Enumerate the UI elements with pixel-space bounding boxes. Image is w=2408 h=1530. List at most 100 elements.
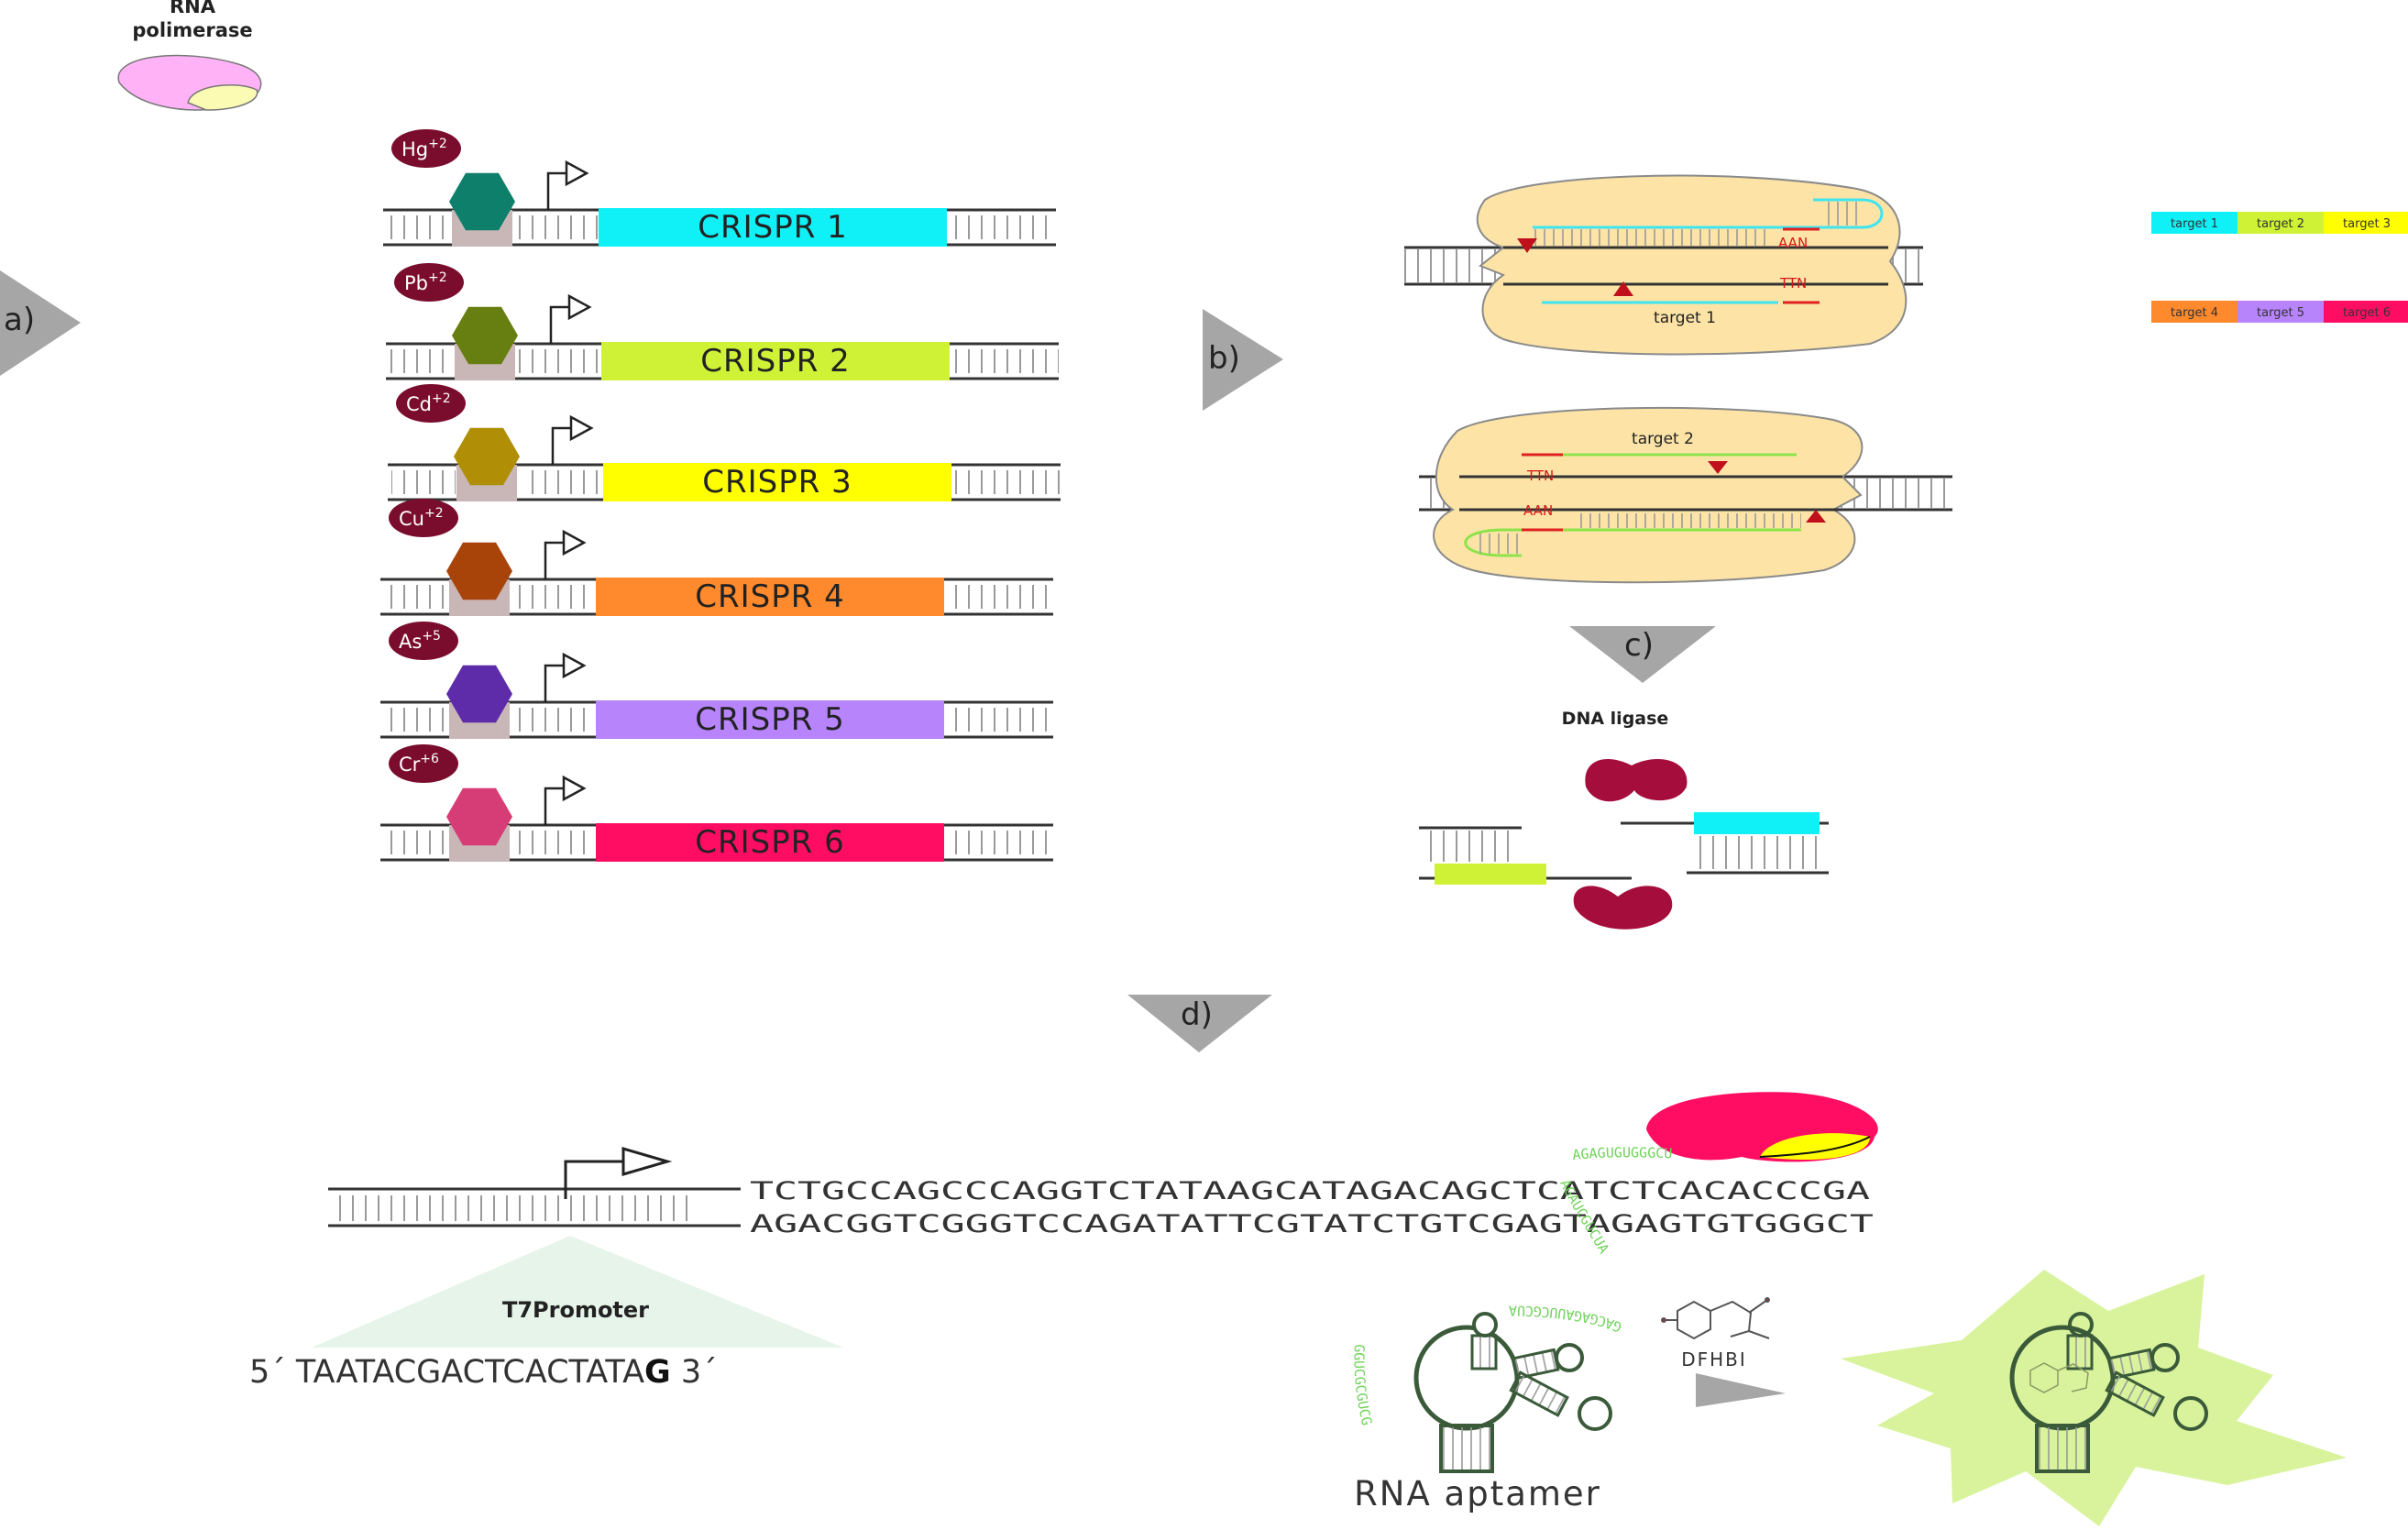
legend-target-1: target 1 (2151, 212, 2238, 234)
legend-swatch (2238, 301, 2324, 323)
legend-label: target 4 (2171, 306, 2218, 320)
dfhbi-label: DFHBI (1681, 1348, 1747, 1370)
dna-ligase-step: DNA ligase (1419, 709, 1829, 930)
step-d-label: d) (1181, 996, 1213, 1033)
bound-aptamer-arm-right-loop (2150, 1343, 2180, 1372)
crispr-construct-1: CRISPR 1 Hg+2 (383, 129, 1056, 247)
metal-ion-symbol: Cd (406, 393, 432, 415)
metal-ion-badge (389, 622, 458, 660)
cas1-cut-bottom (1613, 281, 1633, 296)
rna-polymerase-label-1: RNA (170, 0, 216, 17)
fluorescence-glow (1841, 1270, 2347, 1526)
bound-aptamer-arm-lower-loop (2173, 1396, 2208, 1431)
metal-ion-badge (396, 384, 466, 423)
promoter-arrow-icon (565, 160, 589, 187)
step-d-arrow: d) (1127, 995, 1272, 1052)
promoter-arrow-icon (621, 1147, 673, 1176)
metal-ion-badge (391, 129, 461, 168)
cas2-pam-top: TTN (1526, 468, 1554, 484)
dna-sequence-bottom: AGACGGTCGGGTCCAGATATTCGTATCTGTCGAGTAGAGT… (750, 1210, 1874, 1238)
cas1-guide-pairing (1533, 229, 1769, 246)
cas2-protein (1433, 406, 1864, 584)
cas2-cut-top (1708, 461, 1728, 474)
dna-ligase-bottom (1573, 886, 1673, 930)
promoter-arrow-stem (549, 305, 569, 344)
cas-complex-target-1: AAN TTN target 1 (1404, 174, 1923, 356)
crispr-construct-5: CRISPR 5 As+5 (380, 622, 1053, 739)
construct-ticks-mid (521, 470, 603, 494)
bound-aptamer-arm-lower (2105, 1370, 2165, 1417)
legend-target-5: target 5 (2238, 301, 2324, 323)
dna-sequence-top: TCTGCCAGCCCAGGTCTATAAGCATAGACAGCTCATCTCA… (750, 1177, 1870, 1205)
promoter-arrow-stem (546, 171, 566, 210)
bound-aptamer-arm-top (2066, 1334, 2094, 1370)
cas2-hairpin-pairing (1478, 534, 1522, 554)
promoter-arrow-icon (567, 293, 592, 321)
construct-ticks-left (387, 215, 451, 239)
rna-strand-3-text: GACGAGAUUCGCUA (1509, 1303, 1624, 1336)
cas1-guide-hairpin (1769, 198, 1884, 229)
construct-ticks-right (952, 349, 1059, 373)
metal-sensor-protein (452, 306, 518, 365)
rna-aptamer-bound (2009, 1312, 2208, 1473)
metal-sensor-protein (446, 542, 512, 600)
crispr-gene-box (596, 700, 944, 739)
step-a-label: a) (4, 302, 35, 338)
aptamer-label: RNA aptamer (1354, 1474, 1601, 1513)
crispr-construct-2: CRISPR 2 Pb+2 (386, 263, 1059, 380)
ligase-target-2-fragment (1435, 864, 1546, 885)
crispr-gene-box (599, 208, 947, 247)
promoter-arrow-stem (544, 787, 564, 825)
crispr-construct-6: CRISPR 6 Cr+6 (380, 744, 1053, 862)
crispr-construct-3: CRISPR 3 Cd+2 (388, 384, 1061, 501)
cas2-pam-bottom: AAN (1523, 502, 1553, 519)
metal-ion-badge (394, 263, 464, 302)
legend-swatch (2151, 212, 2238, 234)
construct-ticks-left (384, 708, 448, 732)
cas1-target-label: target 1 (1654, 309, 1716, 327)
step-b-triangle (1203, 309, 1283, 411)
aptamer-arm-top (1470, 1334, 1498, 1370)
readout-dna-ticks (332, 1195, 689, 1221)
step-c-triangle (1569, 626, 1716, 683)
aptamer-arm-lower (1509, 1370, 1569, 1417)
cas1-pam-bottom: TTN (1779, 275, 1807, 292)
metal-ion-label: Pb+2 (404, 270, 447, 294)
t7-promoter-region (312, 1236, 843, 1348)
ligase-fragment-left-ticks (1423, 831, 1518, 862)
legend-target-3: target 3 (2324, 212, 2408, 234)
step-d-triangle (1127, 995, 1272, 1052)
rna-strand-4-text: GGUCGCGUCG (1351, 1344, 1376, 1427)
metal-ion-symbol: Pb (404, 272, 428, 294)
t7-promoter-sequence: 5´ TAATACGACTCACTATAG 3´ (249, 1354, 718, 1391)
metal-sensor-protein (449, 172, 515, 231)
cas2-cut-bottom (1806, 510, 1826, 523)
metal-sensor-protein (446, 787, 512, 846)
cas1-cut-top (1517, 238, 1537, 253)
crispr-gene-label: CRISPR 5 (695, 701, 845, 738)
aptamer-arm-lower-loop (1578, 1396, 1612, 1431)
metal-sensor-protein (454, 427, 520, 486)
ligase-target-1-fragment (1694, 812, 1820, 834)
bound-aptamer-stem (2035, 1424, 2090, 1473)
legend-swatch (2238, 212, 2324, 234)
legend-swatch (2151, 301, 2238, 323)
metal-ion-label: Cr+6 (399, 752, 439, 776)
metal-ion-symbol: As (399, 631, 422, 653)
construct-ticks-mid (513, 585, 596, 609)
metal-ion-label: Hg+2 (401, 137, 447, 160)
metal-ion-label: As+5 (399, 629, 441, 653)
rna-strand-1: AGAGUGUGGGCU (1572, 1144, 1673, 1163)
readout-section: T7Promoter 5´ TAATACGACTCACTATAG 3´ TCTG… (249, 1092, 2347, 1526)
metal-ion-charge: +2 (432, 391, 451, 406)
rna-aptamer-unbound (1413, 1312, 1612, 1473)
rna-strand-1-text: AGAGUGUGGGCU (1572, 1144, 1673, 1163)
transcribing-polymerase-subunit (1760, 1133, 1870, 1161)
t7-seq-suffix: 3´ (671, 1354, 718, 1391)
step-b-arrow: b) (1203, 309, 1283, 411)
bound-aptamer-arm-top-loop (2068, 1312, 2094, 1337)
metal-ion-charge: +2 (428, 270, 447, 285)
legend-label: target 5 (2257, 306, 2304, 320)
legend-label: target 3 (2343, 217, 2391, 231)
